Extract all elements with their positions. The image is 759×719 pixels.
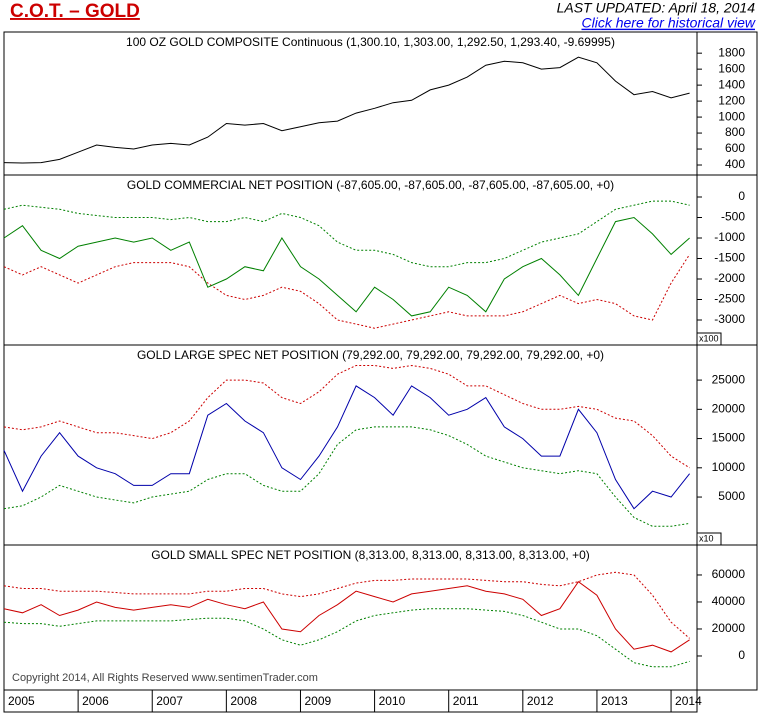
last-updated: LAST UPDATED: April 18, 2014: [557, 0, 756, 16]
x-tick-label: 2006: [82, 694, 109, 708]
x-tick-label: 2007: [156, 694, 183, 708]
band-line: [3, 608, 690, 668]
band-line: [3, 364, 690, 469]
y-tick-label: 20000: [712, 621, 746, 635]
panel-frame: [3, 174, 698, 346]
x-tick-label: 2012: [527, 694, 554, 708]
band-line: [3, 200, 690, 268]
y-tick-label: -1500: [714, 251, 745, 265]
y-tick-label: 60000: [712, 567, 746, 581]
historical-link[interactable]: Click here for historical view: [582, 15, 756, 31]
page-title: C.O.T. – GOLD: [10, 1, 140, 22]
y-tick-label: -2000: [714, 271, 745, 285]
panel-frame: [3, 344, 698, 546]
x-tick-label: 2005: [8, 694, 35, 708]
unit-label: x100: [699, 333, 719, 343]
panel-title: GOLD SMALL SPEC NET POSITION (8,313.00, …: [151, 548, 590, 562]
data-line: [3, 385, 690, 510]
y-tick-label: 1400: [718, 77, 745, 91]
y-tick-label: 1800: [718, 45, 745, 59]
x-tick-label: 2014: [675, 694, 702, 708]
panel-title: GOLD LARGE SPEC NET POSITION (79,292.00,…: [137, 348, 604, 362]
y-tick-label: 1600: [718, 61, 745, 75]
data-line: [3, 56, 690, 164]
data-line: [3, 580, 690, 653]
y-tick-label: 15000: [712, 431, 746, 445]
y-tick-label: 400: [725, 157, 745, 171]
y-tick-label: 40000: [712, 594, 746, 608]
copyright: Copyright 2014, All Rights Reserved www.…: [12, 672, 318, 684]
y-tick-label: 25000: [712, 372, 746, 386]
panel-title: 100 OZ GOLD COMPOSITE Continuous (1,300.…: [126, 35, 615, 49]
y-tick-label: 800: [725, 125, 745, 139]
panel-title: GOLD COMMERCIAL NET POSITION (-87,605.00…: [127, 178, 614, 192]
x-tick-label: 2010: [379, 694, 406, 708]
y-tick-label: 5000: [718, 489, 745, 503]
y-tick-label: -3000: [714, 312, 745, 326]
y-tick-label: 0: [738, 648, 745, 662]
y-tick-label: 1000: [718, 109, 745, 123]
unit-label: x10: [699, 533, 714, 543]
y-tick-label: -1000: [714, 230, 745, 244]
x-tick-label: 2009: [304, 694, 331, 708]
y-tick-label: -2500: [714, 292, 745, 306]
y-tick-label: 600: [725, 141, 745, 155]
y-tick-label: 0: [738, 189, 745, 203]
data-line: [3, 216, 690, 317]
x-tick-label: 2011: [453, 694, 479, 708]
y-tick-label: 1200: [718, 93, 745, 107]
x-tick-label: 2013: [601, 694, 628, 708]
y-tick-label: -500: [721, 210, 745, 224]
panel-frame: [3, 31, 698, 176]
panel-frame: [3, 544, 698, 691]
y-tick-label: 10000: [712, 460, 746, 474]
y-tick-label: 20000: [712, 401, 746, 415]
band-line: [3, 254, 691, 329]
band-line: [3, 426, 690, 527]
axis-frame: [696, 544, 758, 691]
x-tick-label: 2008: [230, 694, 257, 708]
